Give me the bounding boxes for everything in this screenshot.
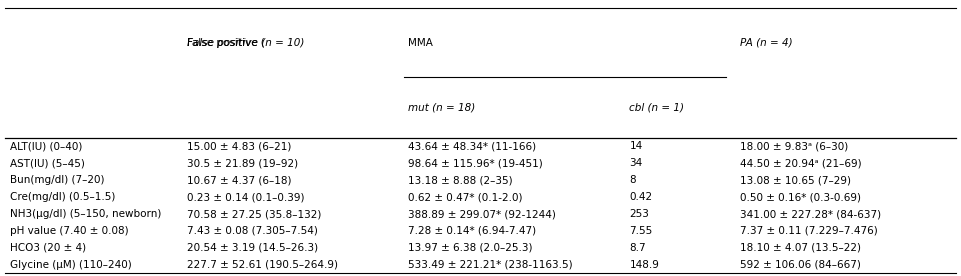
Text: 0.62 ± 0.47* (0.1-2.0): 0.62 ± 0.47* (0.1-2.0) xyxy=(408,192,523,202)
Text: 7.55: 7.55 xyxy=(629,226,653,236)
Text: 13.18 ± 8.88 (2–35): 13.18 ± 8.88 (2–35) xyxy=(408,175,513,185)
Text: Glycine (μM) (110–240): Glycine (μM) (110–240) xyxy=(10,260,132,270)
Text: 10.67 ± 4.37 (6–18): 10.67 ± 4.37 (6–18) xyxy=(187,175,292,185)
Text: 34: 34 xyxy=(629,158,643,168)
Text: 70.58 ± 27.25 (35.8–132): 70.58 ± 27.25 (35.8–132) xyxy=(187,209,322,219)
Text: 8.7: 8.7 xyxy=(629,243,646,253)
Text: 227.7 ± 52.61 (190.5–264.9): 227.7 ± 52.61 (190.5–264.9) xyxy=(187,260,338,270)
Text: 30.5 ± 21.89 (19–92): 30.5 ± 21.89 (19–92) xyxy=(187,158,299,168)
Text: 14: 14 xyxy=(629,142,643,152)
Text: AST(IU) (5–45): AST(IU) (5–45) xyxy=(10,158,85,168)
Text: 341.00 ± 227.28* (84-637): 341.00 ± 227.28* (84-637) xyxy=(740,209,881,219)
Text: NH3(μg/dl) (5–150, newborn): NH3(μg/dl) (5–150, newborn) xyxy=(10,209,161,219)
Text: 20.54 ± 3.19 (14.5–26.3): 20.54 ± 3.19 (14.5–26.3) xyxy=(187,243,318,253)
Text: 98.64 ± 115.96* (19-451): 98.64 ± 115.96* (19-451) xyxy=(408,158,543,168)
Text: False positive (n = 10): False positive (n = 10) xyxy=(187,38,305,48)
Text: 253: 253 xyxy=(629,209,650,219)
Text: mut (n = 18): mut (n = 18) xyxy=(408,103,476,113)
Text: 8: 8 xyxy=(629,175,636,185)
Text: 7.28 ± 0.14* (6.94-7.47): 7.28 ± 0.14* (6.94-7.47) xyxy=(408,226,536,236)
Text: False positive (: False positive ( xyxy=(187,38,265,48)
Text: 592 ± 106.06 (84–667): 592 ± 106.06 (84–667) xyxy=(740,260,861,270)
Text: Cre(mg/dl) (0.5–1.5): Cre(mg/dl) (0.5–1.5) xyxy=(10,192,115,202)
Text: Bun(mg/dl) (7–20): Bun(mg/dl) (7–20) xyxy=(10,175,104,185)
Text: 13.97 ± 6.38 (2.0–25.3): 13.97 ± 6.38 (2.0–25.3) xyxy=(408,243,533,253)
Text: 43.64 ± 48.34* (11-166): 43.64 ± 48.34* (11-166) xyxy=(408,142,536,152)
Text: ALT(IU) (0–40): ALT(IU) (0–40) xyxy=(10,142,82,152)
Text: 533.49 ± 221.21* (238-1163.5): 533.49 ± 221.21* (238-1163.5) xyxy=(408,260,573,270)
Text: 13.08 ± 10.65 (7–29): 13.08 ± 10.65 (7–29) xyxy=(740,175,851,185)
Text: MMA: MMA xyxy=(408,38,433,48)
Text: cbl (n = 1): cbl (n = 1) xyxy=(629,103,684,113)
Text: 7.37 ± 0.11 (7.229–7.476): 7.37 ± 0.11 (7.229–7.476) xyxy=(740,226,877,236)
Text: HCO3 (20 ± 4): HCO3 (20 ± 4) xyxy=(10,243,86,253)
Text: PA (⁠n⁠ = 4): PA (⁠n⁠ = 4) xyxy=(740,38,793,48)
Text: 388.89 ± 299.07* (92-1244): 388.89 ± 299.07* (92-1244) xyxy=(408,209,556,219)
Text: 44.50 ± 20.94ᵃ (21–69): 44.50 ± 20.94ᵃ (21–69) xyxy=(740,158,862,168)
Text: 18.10 ± 4.07 (13.5–22): 18.10 ± 4.07 (13.5–22) xyxy=(740,243,861,253)
Text: False positive (⁠: False positive (⁠ xyxy=(0,275,1,276)
Text: 0.42: 0.42 xyxy=(629,192,653,202)
Text: pH value (7.40 ± 0.08): pH value (7.40 ± 0.08) xyxy=(10,226,128,236)
Text: 0.50 ± 0.16* (0.3-0.69): 0.50 ± 0.16* (0.3-0.69) xyxy=(740,192,861,202)
Text: 0.23 ± 0.14 (0.1–0.39): 0.23 ± 0.14 (0.1–0.39) xyxy=(187,192,305,202)
Text: 18.00 ± 9.83ᵃ (6–30): 18.00 ± 9.83ᵃ (6–30) xyxy=(740,142,849,152)
Text: 7.43 ± 0.08 (7.305–7.54): 7.43 ± 0.08 (7.305–7.54) xyxy=(187,226,318,236)
Text: 148.9: 148.9 xyxy=(629,260,659,270)
Text: 15.00 ± 4.83 (6–21): 15.00 ± 4.83 (6–21) xyxy=(187,142,292,152)
